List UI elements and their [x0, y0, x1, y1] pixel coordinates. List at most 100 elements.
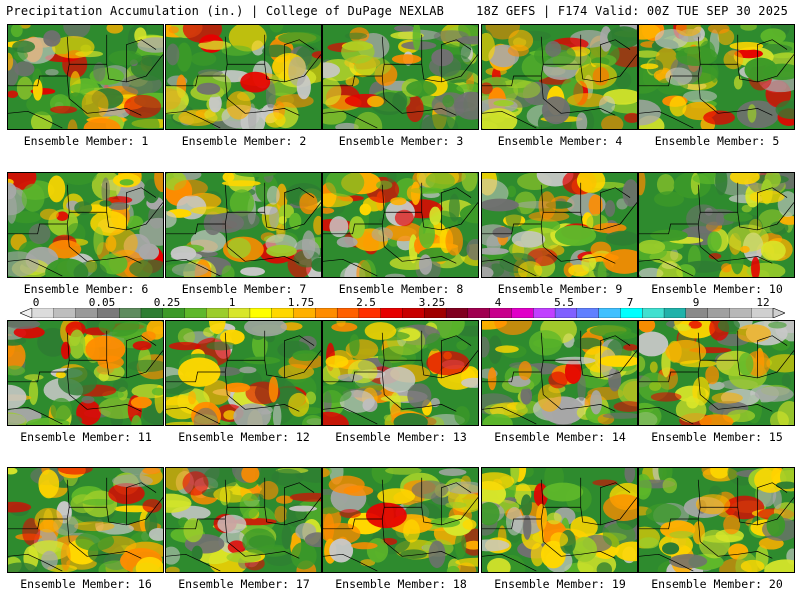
state-boundaries: [8, 477, 163, 572]
colorbar-tick-label: 0: [32, 296, 40, 309]
ensemble-member-map: [481, 24, 638, 130]
member-label: Ensemble Member: 17: [178, 577, 310, 591]
precip-field: [166, 468, 321, 572]
ensemble-member-map: [165, 24, 322, 130]
state-boundaries: [482, 477, 637, 572]
colorbar-swatch: [97, 308, 120, 318]
colorbar-tick-label: 5.5: [554, 296, 574, 309]
colorbar-swatch: [576, 308, 600, 318]
colorbar-swatch: [598, 308, 621, 318]
colorbar-swatch: [119, 308, 142, 318]
member-label: Ensemble Member: 16: [20, 577, 152, 591]
ensemble-member-map: [322, 172, 479, 278]
ensemble-member-map: [638, 172, 795, 278]
state-boundaries: [639, 34, 794, 129]
state-boundaries: [482, 330, 637, 425]
precip-field: [639, 468, 794, 572]
member-label: Ensemble Member: 15: [651, 430, 783, 444]
precip-field: [482, 468, 637, 572]
member-label: Ensemble Member: 6: [23, 282, 149, 296]
ensemble-member-map: [322, 467, 479, 573]
colorbar-swatch: [489, 308, 512, 318]
colorbar-min-arrow: [20, 308, 33, 318]
member-label: Ensemble Member: 18: [335, 577, 467, 591]
member-label: Ensemble Member: 4: [497, 134, 623, 148]
colorbar-tick-label: 7: [626, 296, 634, 309]
ensemble-member-map: [165, 172, 322, 278]
state-boundaries: [166, 34, 321, 129]
colorbar-swatch: [467, 308, 491, 318]
colorbar-swatch: [227, 308, 251, 318]
member-label: Ensemble Member: 1: [23, 134, 149, 148]
colorbar-tick-label: 1.75: [287, 296, 315, 309]
state-boundaries: [639, 330, 794, 425]
precip-field: [8, 173, 163, 277]
colorbar-swatch: [140, 308, 164, 318]
ensemble-member-map: [7, 172, 164, 278]
precip-field: [639, 321, 794, 425]
colorbar-tick-label: 1: [228, 296, 236, 309]
precip-field: [482, 25, 637, 129]
colorbar-swatch: [31, 308, 55, 318]
precip-field: [166, 321, 321, 425]
state-boundaries: [639, 477, 794, 572]
colorbar-swatch: [663, 308, 687, 318]
colorbar-tick-label: 0.25: [153, 296, 181, 309]
precipitation-colorbar: [20, 308, 785, 318]
colorbar-swatch: [162, 308, 185, 318]
colorbar-swatch: [380, 308, 403, 318]
state-boundaries: [323, 477, 478, 572]
ensemble-member-map: [7, 320, 164, 426]
colorbar-swatch: [707, 308, 730, 318]
colorbar-swatch: [315, 308, 338, 318]
colorbar-swatch: [53, 308, 77, 318]
ensemble-member-map: [481, 172, 638, 278]
state-boundaries: [166, 477, 321, 572]
member-label: Ensemble Member: 3: [338, 134, 464, 148]
member-label: Ensemble Member: 5: [654, 134, 780, 148]
colorbar-swatch: [336, 308, 360, 318]
ensemble-member-map: [638, 24, 795, 130]
product-title: Precipitation Accumulation (in.) | Colle…: [6, 4, 445, 18]
member-label: Ensemble Member: 9: [497, 282, 623, 296]
precip-field: [166, 173, 321, 277]
state-boundaries: [166, 330, 321, 425]
colorbar-max-arrow: [772, 308, 785, 318]
precip-field: [482, 321, 637, 425]
colorbar-swatch: [620, 308, 643, 318]
colorbar-swatch: [249, 308, 273, 318]
member-label: Ensemble Member: 13: [335, 430, 467, 444]
state-boundaries: [8, 182, 163, 277]
member-label: Ensemble Member: 11: [20, 430, 152, 444]
precip-field: [8, 468, 163, 572]
member-label: Ensemble Member: 12: [178, 430, 310, 444]
colorbar-tick-label: 4: [494, 296, 502, 309]
state-boundaries: [482, 182, 637, 277]
colorbar-swatch: [511, 308, 534, 318]
colorbar-tick-label: 12: [756, 296, 770, 309]
colorbar-swatch: [751, 308, 774, 318]
colorbar-tick-label: 2.5: [356, 296, 376, 309]
colorbar-tick-label: 3.25: [418, 296, 446, 309]
ensemble-member-map: [481, 320, 638, 426]
state-boundaries: [8, 330, 163, 425]
member-label: Ensemble Member: 14: [494, 430, 626, 444]
precip-field: [323, 25, 478, 129]
colorbar-swatch: [75, 308, 98, 318]
ensemble-member-map: [481, 467, 638, 573]
ensemble-member-map: [7, 467, 164, 573]
colorbar-tick-label: 0.05: [88, 296, 116, 309]
colorbar-swatch: [271, 308, 294, 318]
colorbar-swatch: [402, 308, 425, 318]
state-boundaries: [482, 34, 637, 129]
member-label: Ensemble Member: 10: [651, 282, 783, 296]
ensemble-member-map: [165, 320, 322, 426]
state-boundaries: [323, 34, 478, 129]
colorbar-swatch: [554, 308, 578, 318]
colorbar-swatch: [642, 308, 665, 318]
ensemble-member-map: [322, 24, 479, 130]
colorbar-swatch: [424, 308, 447, 318]
colorbar-swatch: [729, 308, 752, 318]
precip-field: [639, 173, 794, 277]
member-label: Ensemble Member: 2: [181, 134, 307, 148]
